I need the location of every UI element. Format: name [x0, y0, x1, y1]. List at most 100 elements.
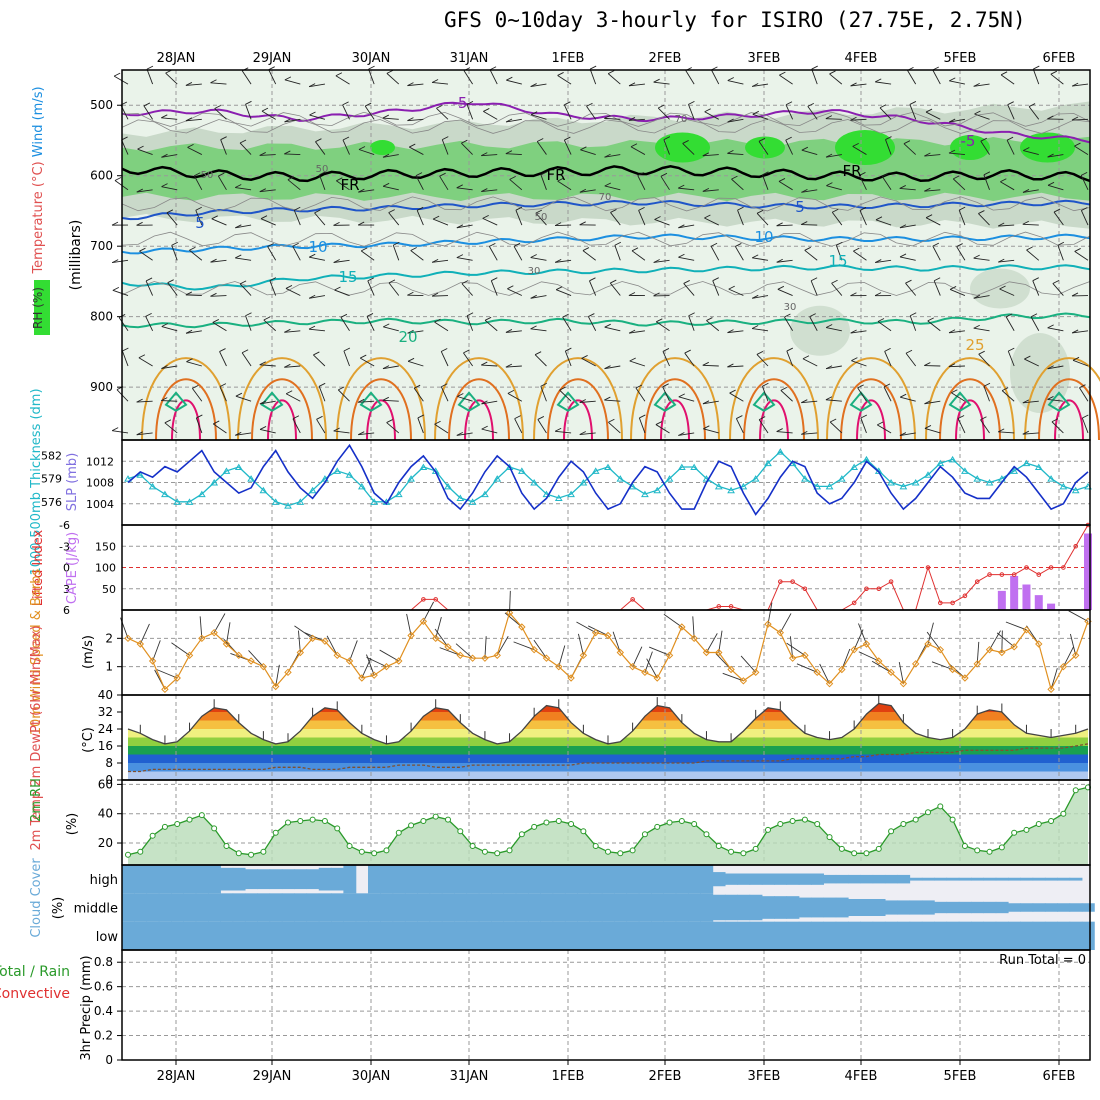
wind-barb-flag [138, 354, 146, 359]
y-tick-lifted-index: 3 [63, 583, 70, 596]
wind-barb-flag [932, 242, 940, 247]
cloud-cell-low [958, 921, 972, 950]
thickness-point [124, 475, 132, 482]
y-tick-pressure: 500 [90, 98, 113, 112]
cloud-cell-low [724, 921, 738, 950]
cloud-cell-high [958, 877, 972, 881]
rh-2m-point [420, 818, 427, 825]
wind-barb-flag [1047, 365, 1054, 370]
wind-barb-flag [559, 386, 566, 391]
wind-barb-flag [948, 149, 956, 154]
wind-barb [269, 280, 277, 296]
cloud-cell-low [528, 921, 541, 950]
wind-barb [727, 118, 744, 123]
cloud-cell-high [146, 865, 160, 894]
cloud-cell-middle [638, 893, 652, 922]
cloud-cell-middle [1032, 903, 1046, 912]
cloud-cell-high [761, 873, 775, 885]
wind-barb-flag [801, 221, 808, 225]
wind-barb [907, 70, 917, 85]
wind-barb [628, 118, 645, 121]
temperature-contour-20 [164, 391, 188, 412]
cloud-cell-middle [872, 899, 886, 916]
wind-barb-flag [786, 347, 794, 352]
wind-barb-flag [924, 187, 931, 192]
wind-speed-point [333, 651, 341, 660]
wind-barb [688, 315, 695, 331]
cloud-cell-high [872, 874, 886, 884]
wind-barb [112, 259, 129, 264]
wind-speed-point [579, 651, 588, 660]
wind-barb-flag [111, 259, 119, 264]
cape-bar [1084, 533, 1092, 610]
wind-barb-flag [441, 383, 448, 388]
wind-barb [1081, 417, 1089, 434]
wind-barb-flag [164, 419, 172, 424]
axis-label-part: 10m Wind Speed & Barbs [29, 569, 44, 736]
y-tick-pressure: 900 [90, 380, 113, 394]
wind-barb [682, 143, 695, 155]
wind-barb-flag [581, 355, 588, 359]
cloud-cell-high [515, 865, 529, 894]
wind-barb-flag [1051, 418, 1059, 423]
rh-2m-point [986, 848, 993, 855]
rh-2m-point [174, 820, 181, 827]
cloud-cell-middle [724, 894, 738, 921]
wind-barb [1022, 189, 1039, 193]
cloud-cell-low [515, 921, 529, 950]
cloud-cell-low [651, 921, 664, 950]
wind-barb-flag [393, 241, 400, 246]
wind-barb [752, 295, 769, 299]
wind-barb [879, 107, 892, 120]
wind-barb-flag [957, 415, 965, 419]
wind-barb-flag [161, 397, 168, 402]
wind-barb-flag [268, 66, 275, 71]
wind-barb [260, 218, 276, 226]
cloud-cell-low [318, 921, 332, 950]
rh-2m-point [494, 850, 501, 857]
cloud-cell-low [134, 921, 148, 950]
cloud-cell-low [491, 921, 504, 950]
wind-barb-flag [629, 357, 636, 362]
wind-barb [340, 317, 350, 332]
lifted-index-point [802, 586, 808, 592]
wind-barb-flag [365, 102, 372, 107]
wind-barb [334, 289, 350, 296]
x-tick-top: 1FEB [552, 51, 585, 66]
wind-barb-flag [983, 382, 991, 387]
wind-barb [259, 400, 276, 405]
axis-label: 3hr Precip (mm) [79, 955, 94, 1060]
wind-barb-flag [333, 221, 340, 226]
wind-barb-flag [457, 393, 464, 397]
cloud-cell-low [355, 921, 369, 950]
rh-2m-point [691, 820, 698, 827]
wind-barb-flag [831, 279, 838, 284]
wind-barb-flag [342, 101, 349, 106]
wind-barb-flag [530, 111, 538, 116]
cloud-cell-high [343, 865, 357, 894]
thickness-point [714, 482, 723, 490]
wind-barb [850, 118, 867, 121]
wind-barb-flag [1071, 329, 1079, 334]
wind-barb-10m [422, 601, 435, 622]
wind-barb-flag [1074, 248, 1081, 252]
temperature-contour-30 [939, 378, 1001, 441]
wind-speed-point [567, 674, 575, 682]
wind-barb [456, 257, 473, 261]
wind-barb-flag [259, 400, 267, 405]
wind-barb-flag [211, 215, 218, 220]
cloud-cell-middle [884, 900, 898, 915]
cloud-cell-low [995, 921, 1009, 950]
wind-barb-10m [434, 628, 449, 648]
wind-barb-flag [974, 110, 981, 115]
wind-barb [579, 189, 596, 193]
wind-barb-flag [338, 386, 345, 391]
wind-barb-flag [825, 365, 833, 370]
wind-speed-point [924, 640, 932, 648]
cloud-cell-middle [515, 893, 529, 922]
axis-label-part: 2m RH [29, 778, 44, 822]
wind-barb-flag [491, 277, 498, 282]
wind-barb-10m [1068, 610, 1089, 622]
cloud-cell-high [121, 865, 135, 894]
wind-barb [932, 245, 941, 261]
